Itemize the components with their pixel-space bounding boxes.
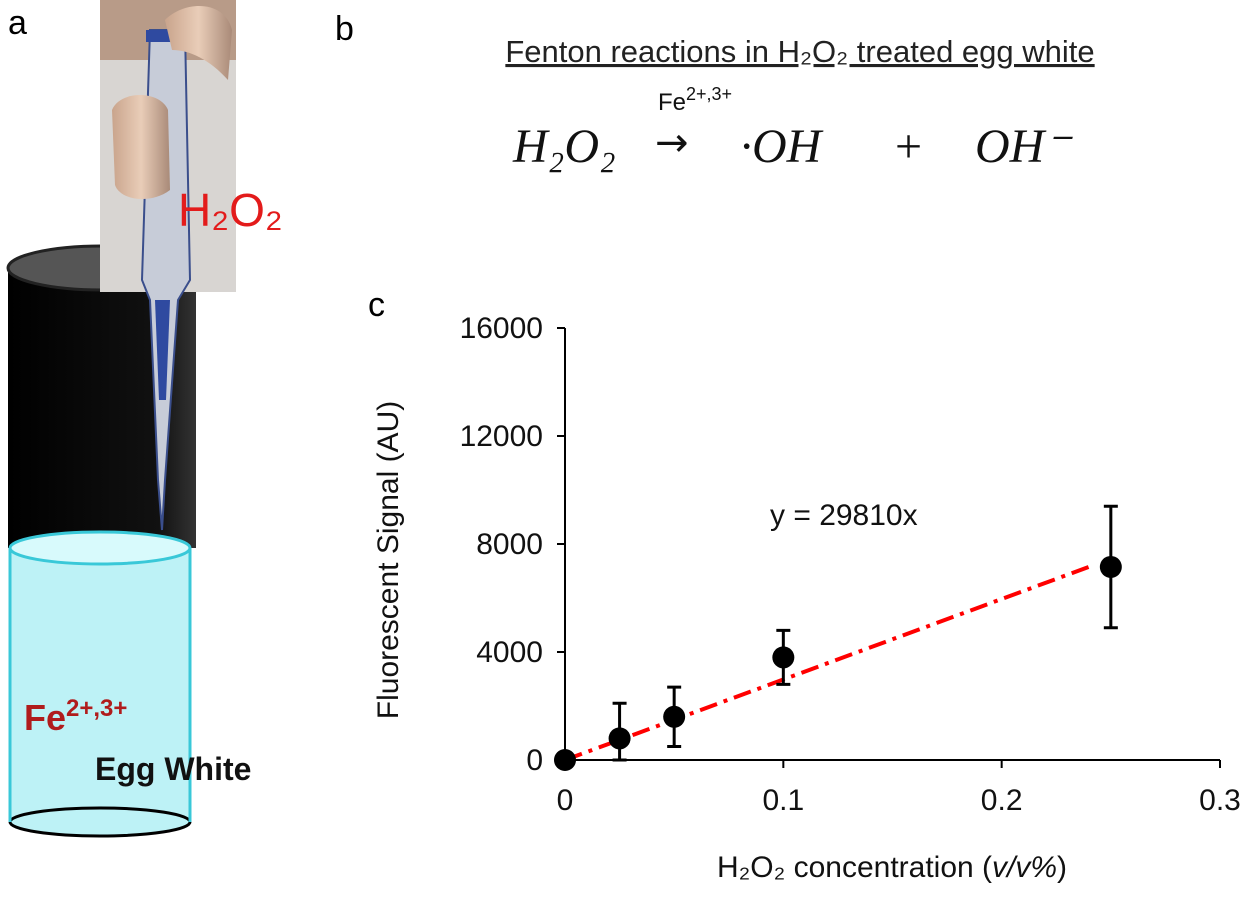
- x-label-part: ): [1057, 851, 1067, 884]
- pipette-tip: [155, 300, 170, 400]
- iron-sup: 2+,3+: [66, 695, 127, 722]
- x-tick-label: 0.3: [1199, 784, 1241, 817]
- panel-label: b: [335, 10, 354, 48]
- trendline: [564, 564, 1090, 762]
- x-label-part: v/v%: [992, 851, 1057, 884]
- iron-base: Fe: [24, 697, 66, 738]
- y-axis-label: Fluorescent Signal (AU): [372, 401, 405, 719]
- y-tick-label: 16000: [460, 312, 543, 345]
- sample-label: Egg White: [95, 751, 251, 787]
- reagent-label: H₂O₂: [178, 184, 283, 236]
- x-tick-label: 0: [557, 784, 574, 817]
- panel-label: c: [368, 286, 385, 324]
- iron-label: Fe2+,3+: [24, 695, 127, 738]
- point: [1099, 555, 1122, 578]
- hand: [112, 95, 170, 200]
- catalyst: Fe2+,3+: [658, 84, 732, 116]
- chart: Fluorescent Signal (AU) H₂O₂ concentrati…: [372, 312, 1241, 884]
- y-tick-label: 4000: [476, 636, 543, 669]
- x-axis-label: H₂O₂ concentration (v/v%): [717, 851, 1067, 884]
- panel-label: a: [8, 4, 27, 42]
- point: [608, 727, 631, 750]
- catalyst-sup: 2+,3+: [686, 84, 732, 104]
- tube-bottom: [8, 806, 192, 838]
- egg-white-tube: [10, 548, 190, 823]
- product: ·OH: [740, 120, 824, 173]
- catalyst-base: Fe: [658, 89, 686, 116]
- illustration: H₂O₂ Fe2+,3+ Egg White: [6, 0, 283, 838]
- thumb: [165, 6, 232, 80]
- point: [554, 749, 576, 771]
- y-tick-label: 12000: [460, 420, 543, 453]
- point: [772, 646, 795, 669]
- arrow: →: [655, 120, 689, 166]
- trendline-label: y = 29810x: [770, 499, 918, 532]
- reaction-heading: Fenton reactions in H₂O₂ treated egg whi…: [505, 34, 1094, 69]
- tube-rim: [8, 530, 192, 566]
- plus: +: [895, 120, 922, 173]
- reactant: H₂O₂: [512, 120, 616, 173]
- x-tick-label: 0.2: [981, 784, 1023, 817]
- product: OH⁻: [975, 120, 1073, 173]
- x-tick-label: 0.1: [762, 784, 804, 817]
- point: [663, 705, 686, 728]
- y-tick-label: 8000: [476, 528, 543, 561]
- x-label-part: H₂O₂ concentration (: [717, 851, 992, 884]
- y-tick-label: 0: [526, 744, 543, 777]
